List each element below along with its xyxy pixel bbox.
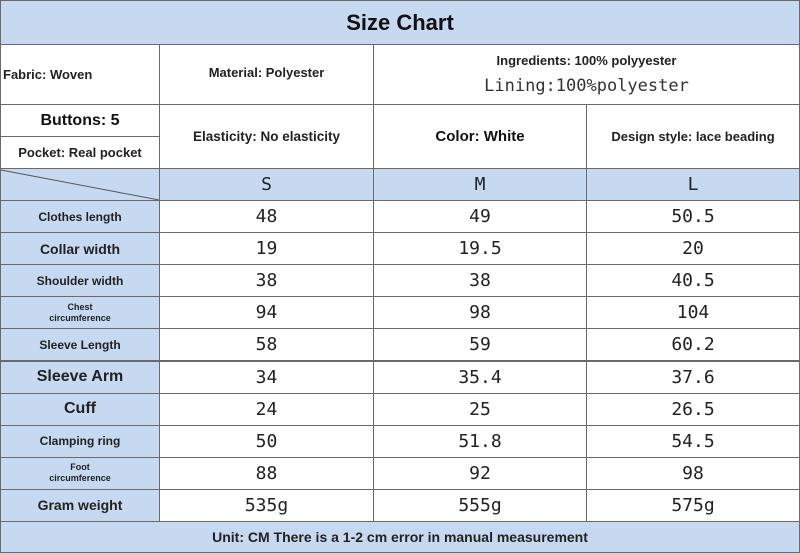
size-header-m: M: [373, 168, 587, 201]
ingredients-text: Ingredients: 100% polyyester: [496, 53, 677, 68]
row-label: Shoulder width: [0, 264, 160, 298]
table-cell-l: 104: [586, 296, 800, 330]
table-cell-s: 50: [159, 424, 374, 458]
table-cell-l: 40.5: [586, 264, 800, 298]
row-label: Cuff: [0, 392, 160, 426]
size-header-l: L: [586, 168, 800, 201]
row-label: Sleeve Length: [0, 328, 160, 362]
row-label: Collar width: [0, 232, 160, 266]
table-cell-m: 19.5: [373, 232, 587, 266]
table-cell-m: 25: [373, 392, 587, 426]
row-label-line: Foot: [70, 462, 90, 473]
table-cell-l: 60.2: [586, 328, 800, 362]
row-label: Sleeve Arm: [0, 360, 160, 394]
table-cell-s: 88: [159, 456, 374, 490]
table-cell-m: 38: [373, 264, 587, 298]
diagonal-divider: [1, 169, 159, 200]
table-cell-s: 34: [159, 360, 374, 394]
row-label-line: Chest: [67, 301, 93, 312]
color-info: Color: White: [373, 104, 587, 169]
table-cell-s: 535g: [159, 488, 374, 522]
row-label: Chest circumference: [0, 296, 160, 330]
table-cell-l: 575g: [586, 488, 800, 522]
design-style-info: Design style: lace beading: [586, 104, 800, 169]
table-cell-l: 50.5: [586, 200, 800, 234]
ingredients-info: Ingredients: 100% polyyester Lining:100%…: [373, 44, 800, 105]
table-cell-m: 35.4: [373, 360, 587, 394]
footer-note: Unit: CM There is a 1-2 cm error in manu…: [0, 520, 800, 553]
table-cell-s: 19: [159, 232, 374, 266]
table-cell-l: 54.5: [586, 424, 800, 458]
table-cell-s: 94: [159, 296, 374, 330]
table-cell-m: 49: [373, 200, 587, 234]
row-label: Clamping ring: [0, 424, 160, 458]
table-cell-m: 98: [373, 296, 587, 330]
row-label: Gram weight: [0, 488, 160, 522]
fabric-info: Fabric: Woven: [0, 44, 160, 105]
table-cell-m: 92: [373, 456, 587, 490]
table-cell-s: 38: [159, 264, 374, 298]
row-label-line: circumference: [49, 473, 111, 484]
table-cell-l: 20: [586, 232, 800, 266]
table-cell-s: 24: [159, 392, 374, 426]
table-cell-l: 98: [586, 456, 800, 490]
page-title: Size Chart: [0, 0, 800, 45]
table-cell-m: 555g: [373, 488, 587, 522]
row-label: Clothes length: [0, 200, 160, 234]
row-label-line: circumference: [49, 312, 111, 323]
table-cell-m: 51.8: [373, 424, 587, 458]
pocket-info: Pocket: Real pocket: [0, 136, 160, 169]
size-header-s: S: [159, 168, 374, 201]
table-cell-l: 37.6: [586, 360, 800, 394]
buttons-info: Buttons: 5: [0, 104, 160, 137]
elasticity-info: Elasticity: No elasticity: [159, 104, 374, 169]
table-cell-m: 59: [373, 328, 587, 362]
table-cell-s: 48: [159, 200, 374, 234]
table-cell-s: 58: [159, 328, 374, 362]
row-label: Foot circumference: [0, 456, 160, 490]
table-cell-l: 26.5: [586, 392, 800, 426]
lining-text: Lining:100%polyester: [484, 76, 689, 96]
header-corner-cell: [0, 168, 160, 201]
material-info: Material: Polyester: [159, 44, 374, 105]
